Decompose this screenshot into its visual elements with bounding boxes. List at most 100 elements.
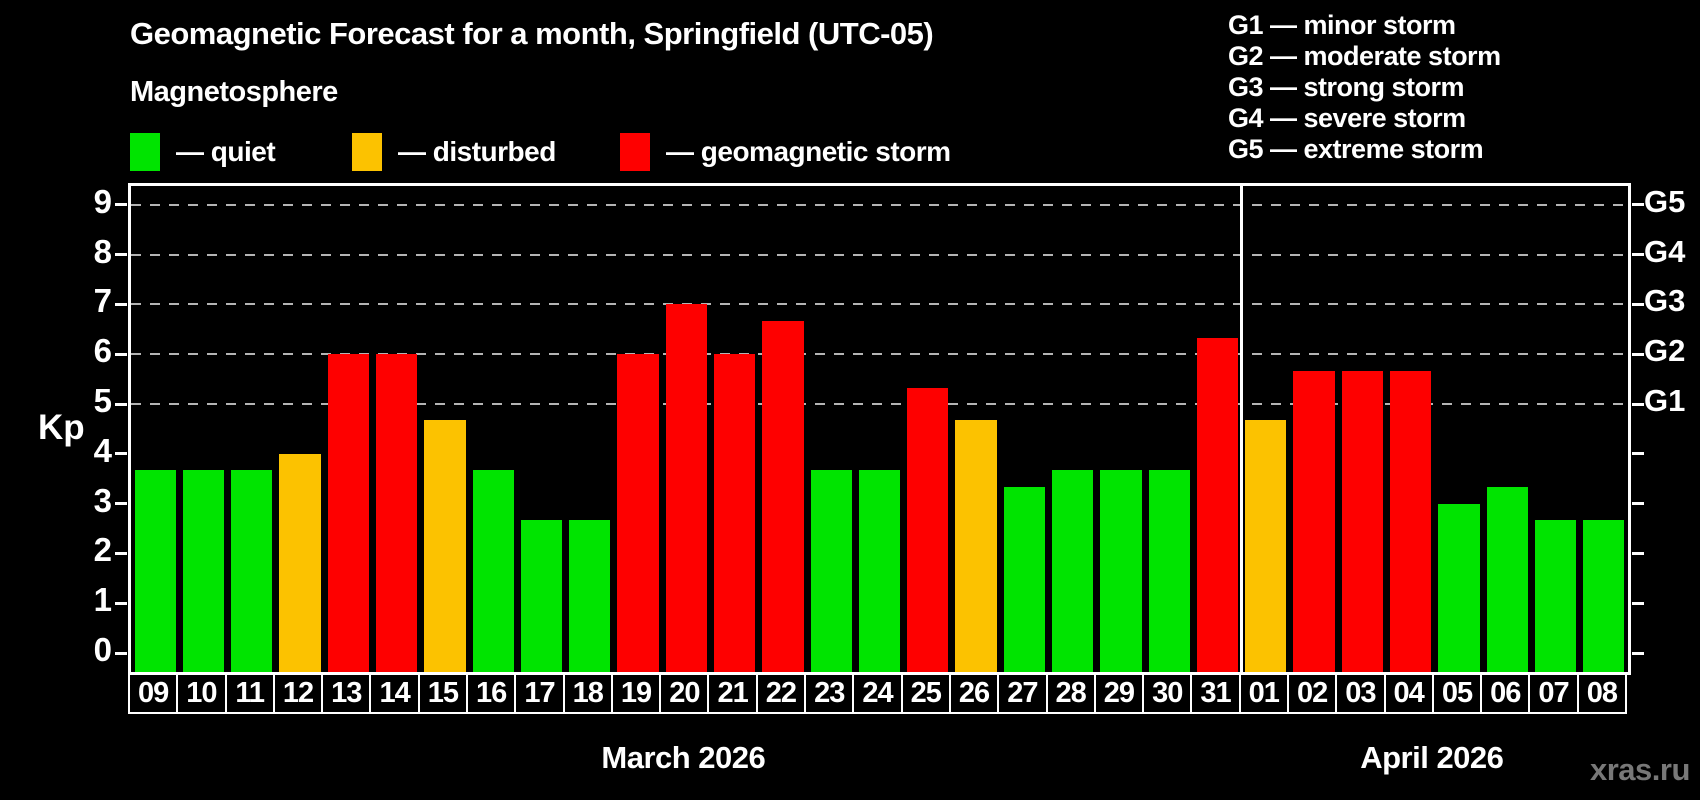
legend-item-quiet: — quiet xyxy=(130,132,276,172)
right-axis-tick-1 xyxy=(1632,601,1644,605)
day-label-31: 31 xyxy=(1190,672,1241,714)
day-label-21: 21 xyxy=(707,672,758,714)
bar-day-08 xyxy=(1583,520,1625,672)
bar-day-15 xyxy=(424,420,466,672)
g-level-label-g4: G4 xyxy=(1644,233,1686,269)
day-label-23: 23 xyxy=(804,672,855,714)
legend-swatch-storm xyxy=(620,133,650,171)
day-label-22: 22 xyxy=(755,672,807,714)
bar-day-07 xyxy=(1534,520,1577,672)
day-label-19: 19 xyxy=(610,672,662,714)
g-scale-legend: G1 — minor storm G2 — moderate storm G3 — … xyxy=(1228,10,1501,165)
g-legend-line-4: G4 — severe storm xyxy=(1228,103,1466,133)
day-label-03: 03 xyxy=(1335,672,1386,714)
g-level-label-g2: G2 xyxy=(1644,333,1686,369)
day-label-27: 27 xyxy=(997,672,1048,714)
y-axis-tick-0 xyxy=(115,651,127,655)
day-label-05: 05 xyxy=(1431,672,1483,714)
legend-item-storm: — geomagnetic storm xyxy=(620,132,951,172)
day-label-11: 11 xyxy=(224,672,275,714)
chart-title: Geomagnetic Forecast for a month, Spring… xyxy=(130,16,934,51)
y-axis-tick-1 xyxy=(115,601,127,605)
day-label-16: 16 xyxy=(466,672,517,714)
y-axis-label-2: 2 xyxy=(93,531,112,569)
bar-day-01 xyxy=(1245,420,1287,672)
right-axis-tick-7 xyxy=(1632,302,1644,306)
legend-label-quiet: — quiet xyxy=(176,136,276,167)
bar-day-12 xyxy=(279,453,321,672)
kp-axis-title: Kp xyxy=(38,408,85,447)
bar-day-02 xyxy=(1293,370,1335,672)
day-label-06: 06 xyxy=(1480,672,1531,714)
legend-item-disturbed: — disturbed xyxy=(352,132,556,172)
day-label-12: 12 xyxy=(272,672,324,714)
bar-day-03 xyxy=(1341,370,1384,672)
grid-line-g3 xyxy=(131,303,1628,306)
bar-day-29 xyxy=(1100,470,1142,672)
right-axis-tick-9 xyxy=(1632,203,1644,207)
grid-line-g5 xyxy=(131,203,1628,206)
day-label-29: 29 xyxy=(1093,672,1145,714)
bar-day-27 xyxy=(1003,487,1045,672)
day-label-28: 28 xyxy=(1045,672,1096,714)
day-label-07: 07 xyxy=(1528,672,1579,714)
bar-day-28 xyxy=(1052,470,1094,672)
y-axis-tick-7 xyxy=(115,302,127,306)
y-axis-tick-6 xyxy=(115,352,127,356)
y-axis-tick-9 xyxy=(115,203,127,207)
day-label-20: 20 xyxy=(659,672,710,714)
bar-day-11 xyxy=(231,470,273,672)
y-axis-label-4: 4 xyxy=(93,431,112,469)
y-axis-label-7: 7 xyxy=(93,282,112,320)
day-label-18: 18 xyxy=(562,672,613,714)
right-axis-tick-5 xyxy=(1632,402,1644,406)
bar-day-23 xyxy=(810,470,852,672)
right-axis-tick-0 xyxy=(1632,651,1644,655)
day-label-04: 04 xyxy=(1383,672,1434,714)
bar-day-14 xyxy=(375,354,418,672)
y-axis-label-0: 0 xyxy=(93,631,112,668)
y-axis-tick-3 xyxy=(115,502,127,506)
bar-day-30 xyxy=(1148,470,1190,672)
legend-swatch-quiet xyxy=(130,133,160,171)
day-label-01: 01 xyxy=(1238,672,1289,714)
bar-day-21 xyxy=(713,354,756,672)
bar-day-13 xyxy=(327,354,369,672)
g-legend-line-3: G3 — strong storm xyxy=(1228,72,1465,102)
legend-heading: Magnetosphere xyxy=(130,76,338,108)
bar-day-06 xyxy=(1486,487,1528,672)
legend-swatch-disturbed xyxy=(352,133,382,171)
day-label-13: 13 xyxy=(321,672,372,714)
bar-day-05 xyxy=(1438,503,1480,672)
day-label-14: 14 xyxy=(369,672,420,714)
g-legend-line-1: G1 — minor storm xyxy=(1228,10,1456,40)
bar-day-16 xyxy=(472,470,514,672)
bar-day-19 xyxy=(617,354,659,672)
y-axis-tick-4 xyxy=(115,452,127,456)
bar-day-31 xyxy=(1196,337,1239,672)
bar-day-26 xyxy=(955,420,997,672)
watermark: xras.ru xyxy=(1590,752,1690,787)
day-label-08: 08 xyxy=(1576,672,1627,714)
day-label-02: 02 xyxy=(1286,672,1338,714)
grid-line-g4 xyxy=(131,253,1628,256)
legend-label-storm: — geomagnetic storm xyxy=(666,136,951,167)
day-label-24: 24 xyxy=(852,672,903,714)
right-axis-tick-8 xyxy=(1632,253,1644,257)
y-axis-tick-8 xyxy=(115,253,127,257)
y-axis-label-6: 6 xyxy=(93,332,112,370)
y-axis-tick-5 xyxy=(115,402,127,406)
plot-area xyxy=(115,183,1644,675)
right-axis-tick-2 xyxy=(1632,551,1644,555)
right-axis-tick-4 xyxy=(1632,452,1644,456)
g-level-label-g3: G3 xyxy=(1644,283,1686,319)
day-label-15: 15 xyxy=(417,672,469,714)
day-label-25: 25 xyxy=(900,672,951,714)
y-axis-label-9: 9 xyxy=(93,182,112,220)
bar-day-18 xyxy=(569,520,611,672)
day-label-17: 17 xyxy=(514,672,565,714)
right-axis-tick-3 xyxy=(1632,502,1644,506)
g-level-label-g5: G5 xyxy=(1644,183,1686,219)
bar-day-22 xyxy=(762,320,804,672)
